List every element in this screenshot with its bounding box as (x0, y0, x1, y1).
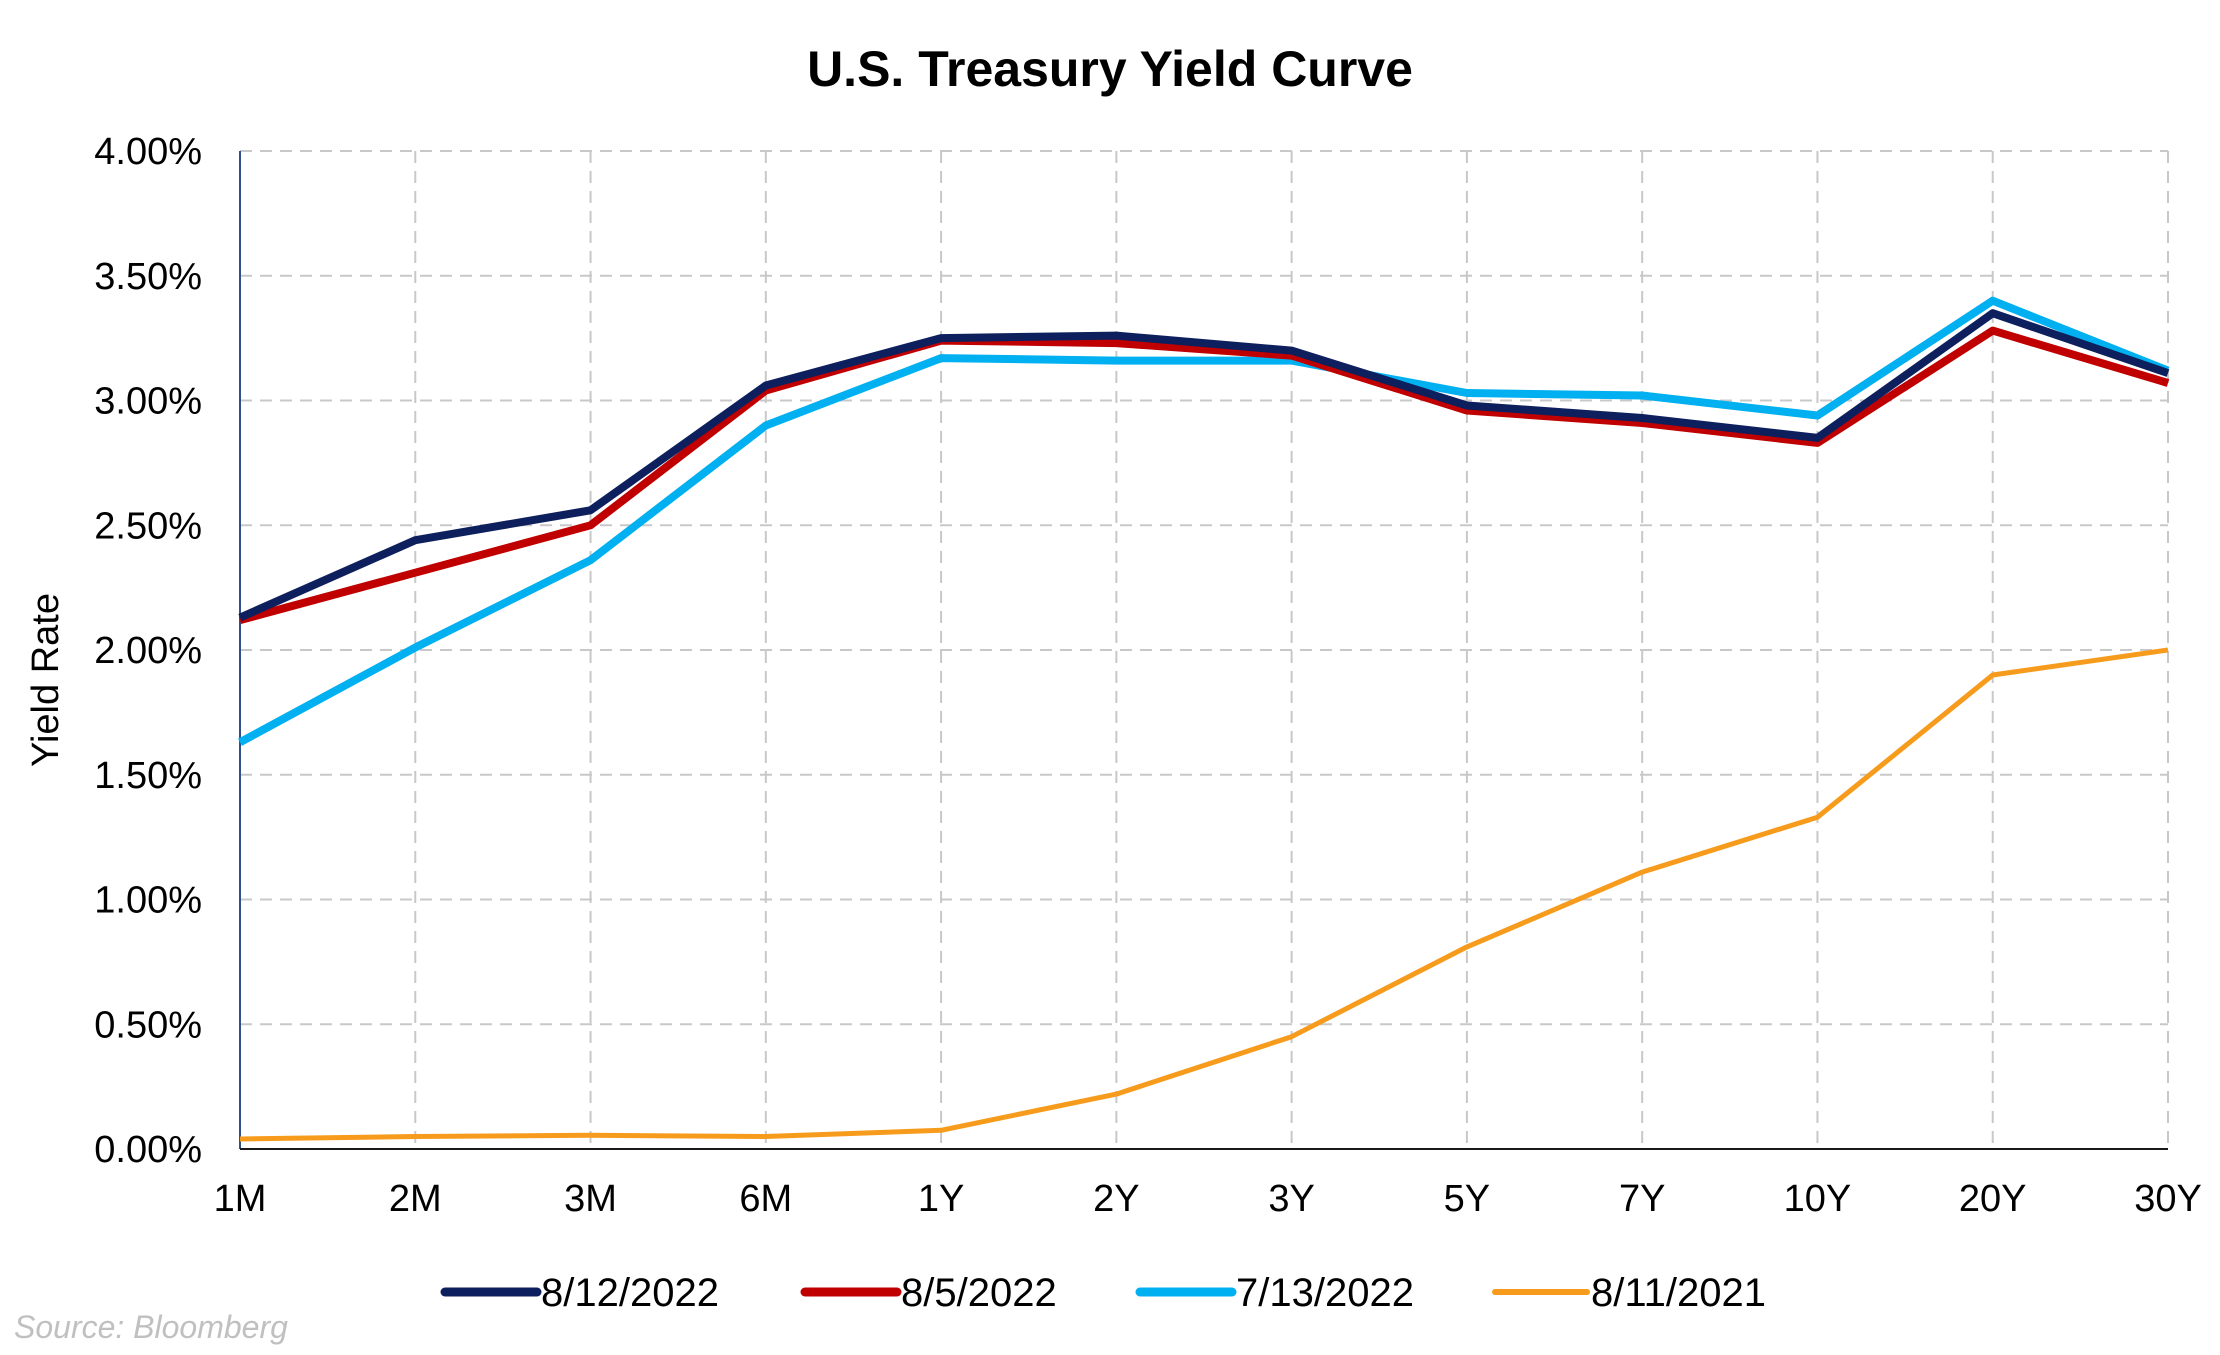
x-tick-label: 10Y (1784, 1178, 1852, 1220)
series-lines (238, 296, 2170, 1142)
x-tick-label: 5Y (1444, 1178, 1490, 1220)
x-tick-label: 6M (739, 1178, 792, 1220)
legend-label: 7/13/2022 (1236, 1271, 1414, 1315)
x-tick-label: 20Y (1959, 1178, 2027, 1220)
y-tick-label: 1.50% (94, 755, 202, 797)
grid-lines (240, 150, 2169, 1149)
x-tick-label: 3Y (1268, 1178, 1314, 1220)
x-tick-label: 7Y (1619, 1178, 1665, 1220)
legend-label: 8/5/2022 (901, 1271, 1057, 1315)
legend-label: 8/11/2021 (1591, 1271, 1766, 1315)
y-tick-label: 3.00% (94, 381, 202, 423)
legend-label: 8/12/2022 (541, 1271, 719, 1315)
series-line-8-11-2021 (239, 647, 2169, 1142)
x-tick-label: 3M (564, 1178, 617, 1220)
y-tick-label: 4.00% (94, 131, 202, 173)
series-line-7-13-2022 (238, 296, 2170, 746)
series-line-8-12-2022 (238, 309, 2170, 622)
y-tick-labels: 0.00% 0.50% 1.00% 1.50% 2.00% 2.50% 3.00% 3.50%… (94, 131, 202, 1171)
y-tick-label: 3.50% (94, 256, 202, 298)
x-tick-labels: 1M 2M 3M 6M 1Y 2Y 3Y 5Y 7Y 10Y 20Y 30Y (214, 1178, 2202, 1220)
y-tick-label: 2.00% (94, 630, 202, 672)
x-tick-label: 30Y (2134, 1178, 2202, 1220)
source-note: Source: Bloomberg (14, 1309, 288, 1345)
x-tick-label: 1Y (918, 1178, 964, 1220)
axes (239, 151, 2168, 1150)
y-tick-label: 0.50% (94, 1004, 202, 1046)
x-tick-label: 1M (214, 1178, 267, 1220)
y-axis-label: Yield Rate (25, 593, 67, 767)
x-tick-label: 2M (389, 1178, 442, 1220)
series-line-8-5-2022 (238, 326, 2170, 624)
legend: 8/12/2022 8/5/2022 7/13/2022 8/11/2021 (440, 1271, 1766, 1315)
x-tick-label: 2Y (1093, 1178, 1139, 1220)
chart-title: U.S. Treasury Yield Curve (807, 41, 1413, 97)
y-tick-label: 0.00% (94, 1129, 202, 1171)
y-tick-label: 2.50% (94, 505, 202, 547)
y-tick-label: 1.00% (94, 880, 202, 922)
